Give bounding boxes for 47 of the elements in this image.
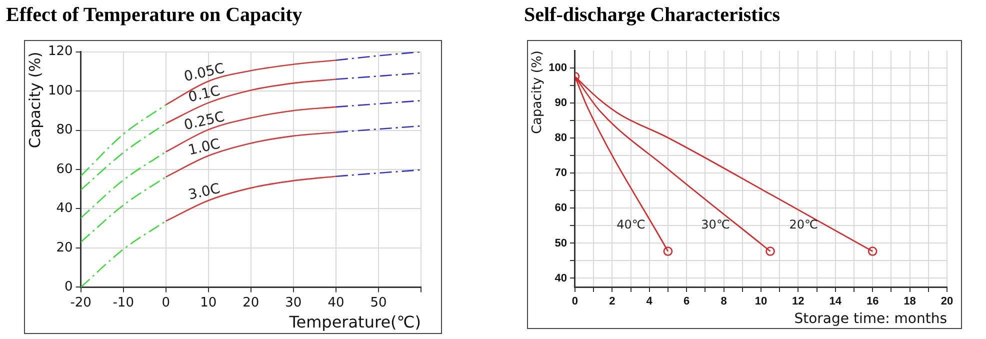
y-tick-label: 40 [56,201,73,216]
text: 0.1C [186,83,222,106]
y-tick-label: 100 [48,83,73,98]
text: 1.0C [186,136,222,159]
x-tick-label: -20 [70,295,92,310]
x-tick-label: 10 [200,295,217,310]
x-tick-label: 18 [904,296,916,308]
y-tick-label: 120 [48,44,73,60]
x-tick-label: 14 [829,296,842,308]
y-tick-label: 60 [554,202,567,214]
x-tick-label: 4 [646,296,654,308]
series-label: 20℃ [789,217,818,232]
y-tick-label: 60 [56,162,73,177]
x-tick-label: 30 [285,295,302,310]
y-tick-label: 90 [554,97,567,110]
y-tick-label: 0 [64,280,73,295]
x-tick-label: 12 [792,296,804,308]
text: 0.25C [182,109,226,134]
x-axis-title: Storage time: months [794,311,947,328]
chart-title: Self-discharge Characteristics [524,4,780,27]
series-label: 30℃ [701,217,730,232]
y-tick-label: 80 [56,122,73,138]
y-tick-label: 100 [548,62,567,74]
y-tick-label: 20 [56,240,73,256]
series-label: 40℃ [616,217,646,232]
y-axis-title: Capacity (%) [530,50,546,134]
text: 3.0C [186,180,222,204]
x-tick-label: 8 [720,296,727,308]
y-tick-label: 80 [554,132,567,144]
y-tick-label: 70 [554,167,567,180]
x-tick-label: 0 [572,296,578,308]
x-tick-label: 0 [162,295,170,310]
x-tick-label: 10 [754,296,768,308]
y-tick-label: 50 [554,237,567,250]
chart-title: Effect of Temperature on Capacity [6,4,302,27]
y-tick-label: 40 [554,272,567,284]
x-tick-label: 2 [609,296,616,308]
x-tick-label: 50 [370,295,387,310]
y-axis-title: Capacity (%) [26,52,44,148]
x-tick-label: 20 [940,296,954,308]
x-tick-label: 20 [242,295,260,310]
x-axis-title: Temperature(℃) [288,312,421,332]
x-tick-label: 40 [328,295,344,310]
x-tick-label: -10 [112,295,134,310]
text: 0.05C [182,60,226,86]
x-tick-label: 16 [866,296,879,308]
x-tick-label: 6 [684,296,690,308]
